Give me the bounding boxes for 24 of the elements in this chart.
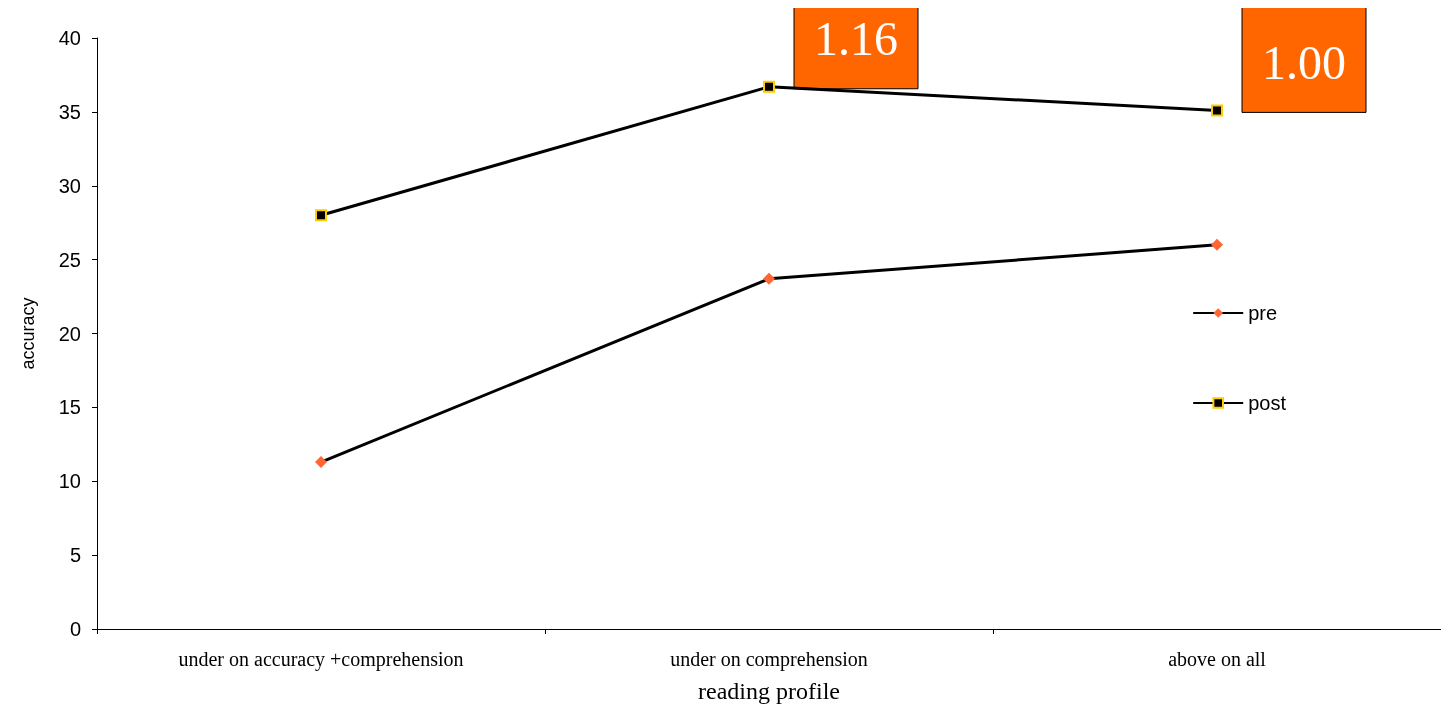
y-tick-label: 30: [58, 174, 81, 197]
x-tick-label: above on all: [1168, 648, 1267, 670]
point: [315, 456, 327, 469]
annotation: 1.00: [1262, 35, 1346, 89]
legend-label: pre: [1248, 302, 1278, 324]
x-tick-label: under on accuracy +comprehension: [178, 648, 464, 671]
point: [1211, 238, 1223, 251]
annotation: 1.16: [814, 12, 898, 66]
point: [315, 209, 327, 222]
point: [763, 272, 775, 285]
y-tick-label: 25: [58, 248, 81, 271]
point: [1211, 104, 1223, 117]
legend-label: post: [1248, 392, 1287, 414]
point: [763, 80, 775, 93]
y-tick-label: 10: [58, 470, 81, 493]
y-tick-label: 20: [58, 322, 81, 345]
y-axis-title: accuracy: [18, 297, 38, 370]
y-tick-label: 35: [58, 100, 81, 123]
y-tick-label: 5: [69, 544, 81, 567]
x-axis-title: reading profile: [698, 678, 840, 704]
y-tick-label: 40: [58, 27, 81, 49]
y-tick-label: 0: [69, 618, 81, 640]
x-tick-label: under on comprehension: [670, 648, 868, 671]
y-tick-label: 15: [58, 396, 81, 419]
